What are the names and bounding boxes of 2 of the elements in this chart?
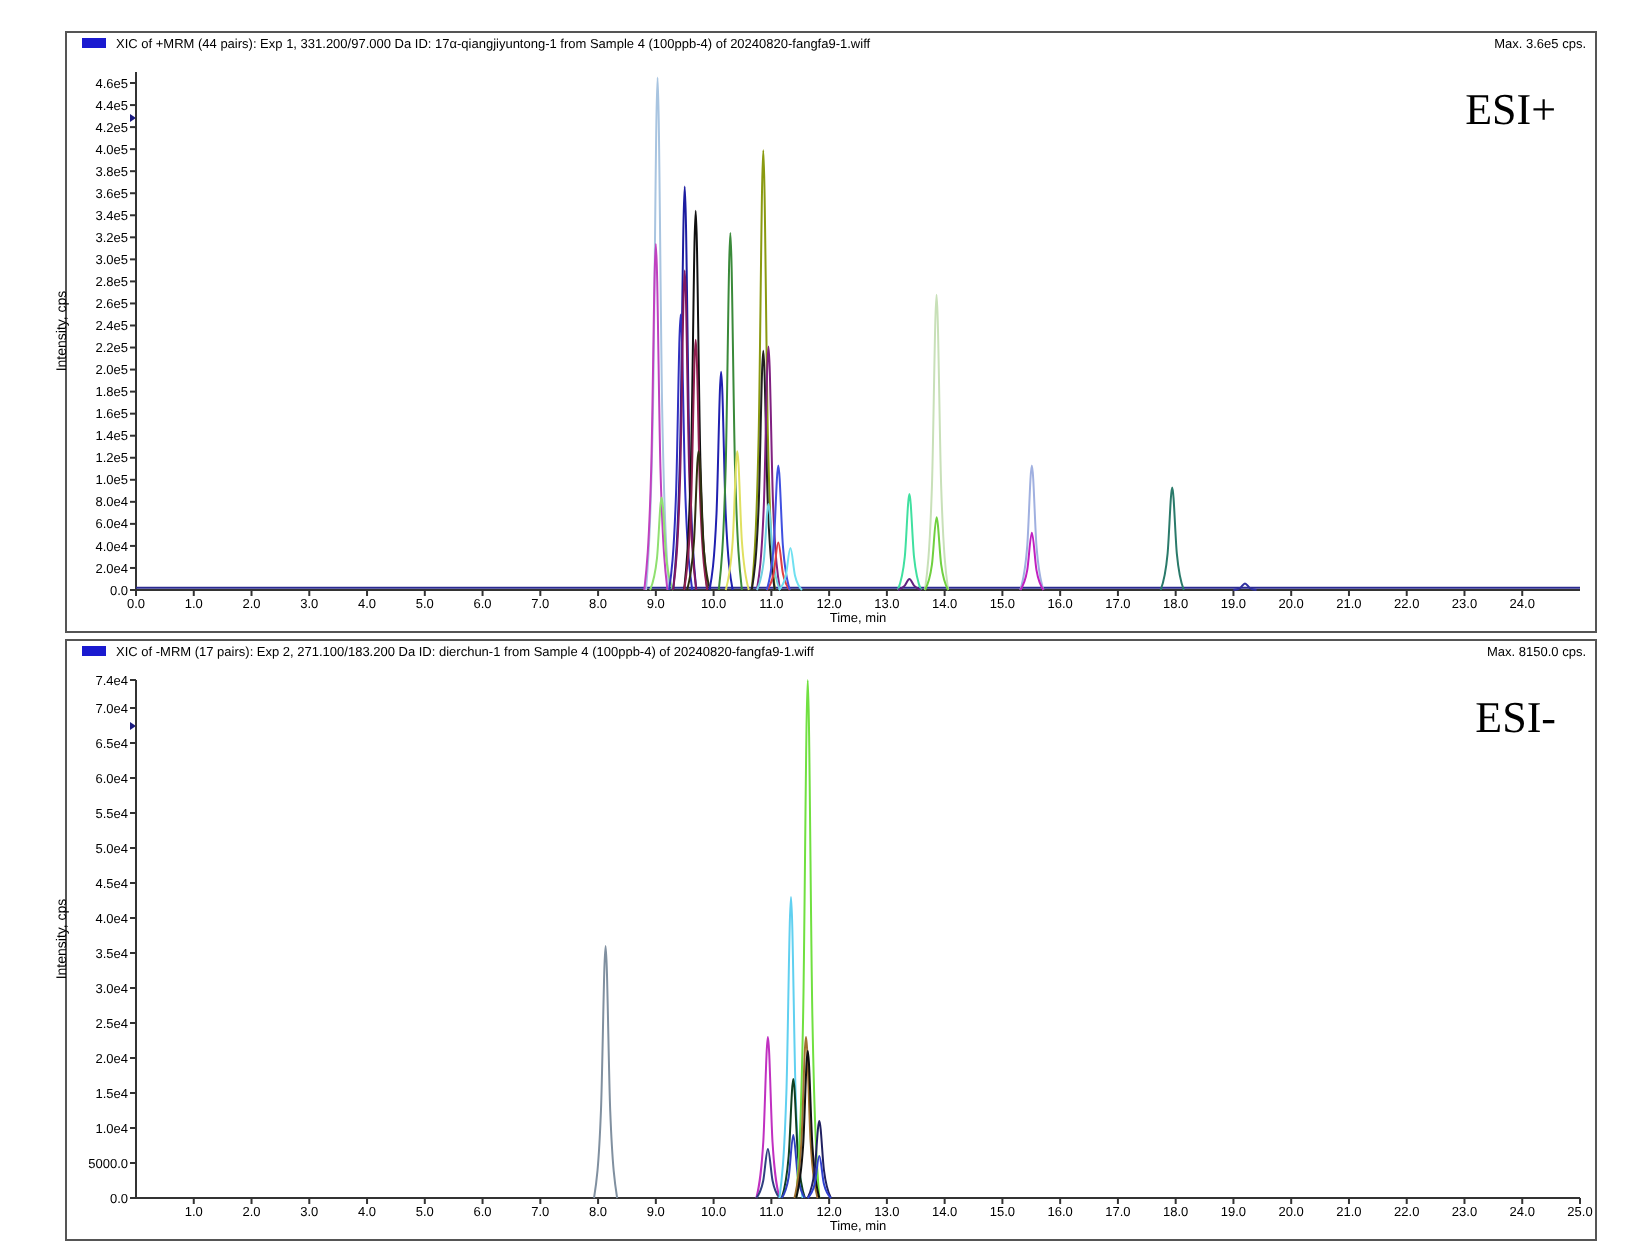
annotation: ESI+ (1465, 84, 1556, 134)
annotation: ESI- (1475, 692, 1556, 742)
